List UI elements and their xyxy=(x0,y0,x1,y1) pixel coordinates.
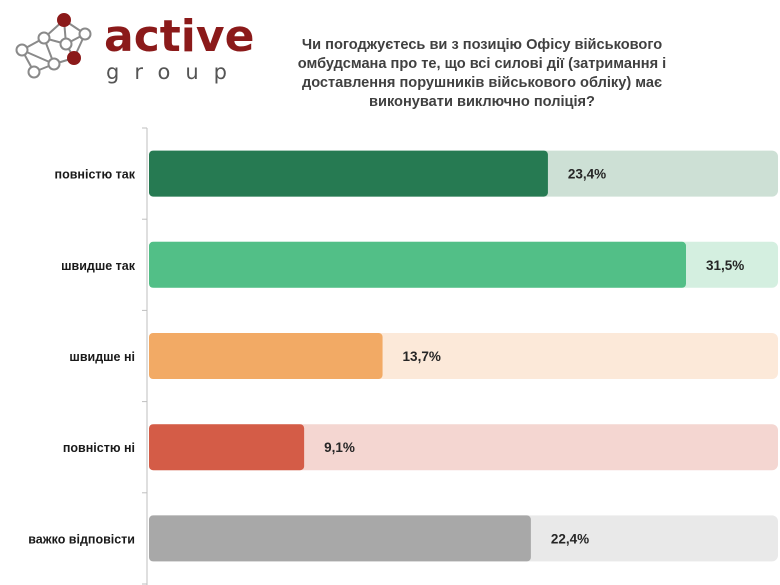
data-label: 22,4% xyxy=(551,531,589,546)
active-group-logo: active group xyxy=(8,8,254,88)
bar xyxy=(149,150,548,197)
bar xyxy=(149,515,531,562)
category-label: повністю ні xyxy=(63,441,135,455)
bar xyxy=(149,333,383,379)
bar-track xyxy=(149,424,778,471)
data-label: 31,5% xyxy=(706,258,744,273)
data-label: 13,7% xyxy=(403,349,441,364)
network-logo-icon xyxy=(15,13,92,79)
category-label: швидше ні xyxy=(69,350,135,364)
bar xyxy=(149,241,686,288)
data-label: 9,1% xyxy=(324,440,355,455)
logo-subword: group xyxy=(106,60,242,84)
bar xyxy=(149,424,305,471)
data-label: 23,4% xyxy=(568,167,606,182)
category-label: повністю так xyxy=(55,168,136,182)
logo-word: active xyxy=(104,11,255,62)
category-label: швидше так xyxy=(61,259,136,273)
category-label: важко відповісти xyxy=(28,532,135,546)
chart-title: Чи погоджуєтесь ви з позицію Офісу війсь… xyxy=(297,37,667,110)
